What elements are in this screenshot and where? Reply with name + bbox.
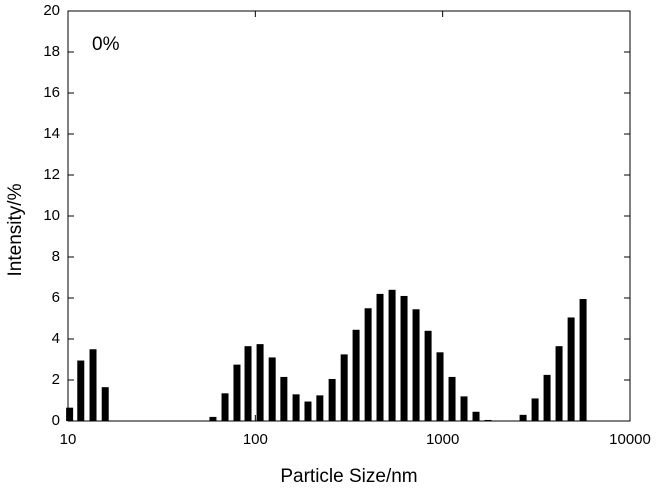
bar xyxy=(460,396,468,421)
bar xyxy=(448,376,456,421)
bar xyxy=(328,378,336,421)
bar xyxy=(400,295,408,421)
y-tick-label: 20 xyxy=(43,2,60,19)
bar xyxy=(412,309,420,421)
bar xyxy=(579,299,587,421)
bar xyxy=(89,349,97,421)
y-tick-label: 8 xyxy=(52,248,60,265)
bar xyxy=(555,346,563,421)
bar xyxy=(233,364,241,421)
bar xyxy=(304,401,312,421)
annotation: 0% xyxy=(92,34,120,55)
x-tick-label: 10000 xyxy=(609,431,651,448)
bar xyxy=(101,387,109,421)
x-tick-label: 1000 xyxy=(426,431,459,448)
plot-frame xyxy=(67,10,631,422)
bar xyxy=(209,416,217,421)
bar xyxy=(424,330,432,421)
bar xyxy=(567,317,575,421)
bar xyxy=(484,419,492,421)
bar xyxy=(268,357,276,421)
y-axis-title: Intensity/% xyxy=(5,183,26,276)
bar xyxy=(77,360,85,421)
y-tick-label: 12 xyxy=(43,166,60,183)
y-tick-label: 4 xyxy=(52,330,60,347)
bar xyxy=(531,398,539,421)
bar xyxy=(543,374,551,421)
y-tick-label: 18 xyxy=(43,43,60,60)
bar xyxy=(472,411,480,421)
bar xyxy=(376,293,384,421)
bar xyxy=(244,346,252,421)
bar xyxy=(316,395,324,421)
bar xyxy=(340,354,348,421)
bar xyxy=(280,376,288,421)
bar xyxy=(292,394,300,421)
bar xyxy=(388,289,396,421)
bar xyxy=(66,407,74,421)
y-tick-label: 10 xyxy=(43,207,60,224)
y-tick-label: 16 xyxy=(43,84,60,101)
y-tick-label: 2 xyxy=(52,371,60,388)
bar xyxy=(221,393,229,421)
y-tick-label: 14 xyxy=(43,125,60,142)
bar xyxy=(519,414,527,421)
x-axis-title: Particle Size/nm xyxy=(280,466,417,487)
y-tick-label: 0 xyxy=(52,412,60,429)
x-tick-label: 100 xyxy=(243,431,268,448)
bar xyxy=(436,352,444,421)
bar xyxy=(352,329,360,421)
bar xyxy=(256,344,264,421)
y-tick-label: 6 xyxy=(52,289,60,306)
bar xyxy=(364,308,372,421)
x-tick-label: 10 xyxy=(60,431,77,448)
